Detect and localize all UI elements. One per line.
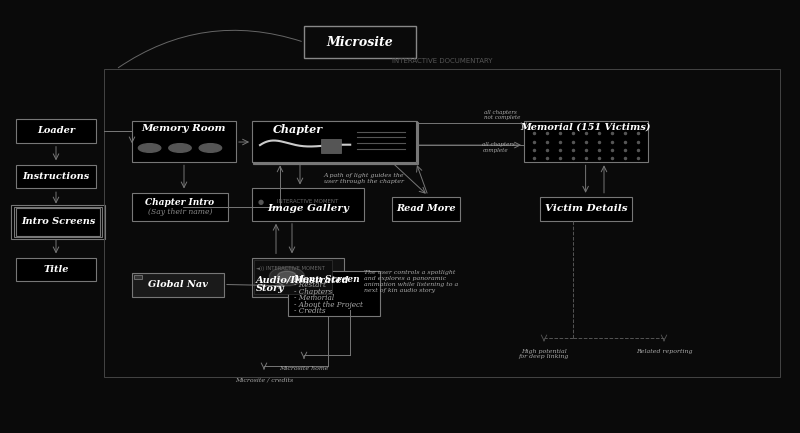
Circle shape: [278, 271, 297, 281]
Text: - Chapters: - Chapters: [294, 288, 332, 295]
FancyBboxPatch shape: [321, 139, 341, 153]
FancyBboxPatch shape: [132, 193, 228, 221]
Text: INTERACTIVE DOCUMENTARY: INTERACTIVE DOCUMENTARY: [392, 58, 492, 64]
FancyBboxPatch shape: [252, 188, 364, 221]
Ellipse shape: [138, 144, 161, 152]
Text: Chapter: Chapter: [274, 124, 323, 135]
FancyBboxPatch shape: [392, 197, 460, 221]
FancyBboxPatch shape: [254, 122, 418, 164]
FancyBboxPatch shape: [11, 205, 105, 239]
FancyBboxPatch shape: [254, 260, 332, 294]
Text: ◄)) INTERACTIVE MOMENT: ◄)) INTERACTIVE MOMENT: [256, 266, 325, 271]
Text: Story: Story: [256, 284, 285, 293]
Text: - Restart: - Restart: [294, 281, 326, 289]
FancyBboxPatch shape: [14, 207, 102, 237]
Text: Victim Details: Victim Details: [545, 204, 627, 213]
FancyBboxPatch shape: [288, 271, 380, 316]
Text: Menu Screen: Menu Screen: [294, 275, 360, 284]
Text: Microsite home: Microsite home: [279, 366, 329, 371]
Text: INTERACTIVE MOMENT: INTERACTIVE MOMENT: [278, 200, 338, 204]
FancyBboxPatch shape: [134, 275, 142, 279]
FancyBboxPatch shape: [16, 119, 96, 143]
Text: all chapters
complete: all chapters complete: [482, 142, 515, 152]
Text: - Memorial: - Memorial: [294, 294, 334, 302]
FancyBboxPatch shape: [252, 258, 344, 297]
Ellipse shape: [169, 144, 191, 152]
Text: The user controls a spotlight
and explores a panoramic
animation while listening: The user controls a spotlight and explor…: [364, 270, 458, 293]
Text: Title: Title: [43, 265, 69, 274]
Text: ●: ●: [258, 199, 264, 205]
Text: Related reporting: Related reporting: [636, 349, 692, 354]
FancyBboxPatch shape: [254, 122, 418, 164]
FancyBboxPatch shape: [253, 122, 417, 163]
FancyBboxPatch shape: [16, 208, 100, 236]
FancyBboxPatch shape: [132, 273, 224, 297]
Text: Loader: Loader: [37, 126, 75, 136]
FancyBboxPatch shape: [132, 121, 236, 162]
Text: A path of light guides the
user through the chapter: A path of light guides the user through …: [324, 174, 404, 184]
Text: Global Nav: Global Nav: [148, 280, 208, 289]
Text: High potential
for deep linking: High potential for deep linking: [519, 349, 569, 359]
Text: Memory Room: Memory Room: [142, 124, 226, 133]
Text: all chapters
not complete: all chapters not complete: [484, 110, 520, 120]
Text: Audio/Illustrated: Audio/Illustrated: [256, 276, 350, 285]
FancyBboxPatch shape: [252, 121, 416, 162]
Text: Image Gallery: Image Gallery: [267, 204, 349, 213]
Text: (Say their name): (Say their name): [148, 208, 212, 216]
FancyBboxPatch shape: [540, 197, 632, 221]
Text: Instructions: Instructions: [22, 172, 90, 181]
Text: Microsite / credits: Microsite / credits: [235, 378, 293, 383]
Text: - Credits: - Credits: [294, 307, 326, 315]
FancyBboxPatch shape: [524, 121, 648, 162]
FancyBboxPatch shape: [16, 165, 96, 188]
Text: Memorial (151 Victims): Memorial (151 Victims): [521, 123, 651, 132]
Ellipse shape: [199, 144, 222, 152]
Text: Intro Screens: Intro Screens: [21, 217, 95, 226]
Circle shape: [270, 267, 305, 286]
Text: - About the Project: - About the Project: [294, 301, 362, 308]
FancyBboxPatch shape: [304, 26, 416, 58]
Text: Microsite: Microsite: [326, 36, 394, 49]
Text: Read More: Read More: [396, 204, 456, 213]
FancyBboxPatch shape: [16, 258, 96, 281]
Text: Chapter Intro: Chapter Intro: [146, 198, 214, 207]
